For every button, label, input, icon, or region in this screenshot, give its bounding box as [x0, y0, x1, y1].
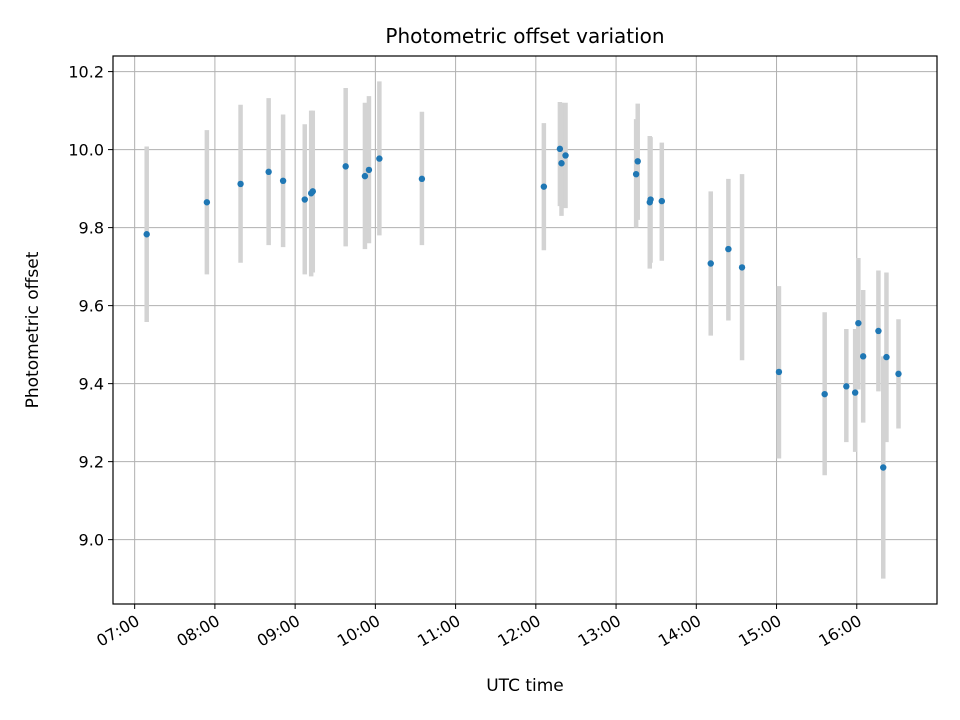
data-point	[540, 183, 548, 190]
data-point	[361, 172, 369, 180]
data-point	[365, 166, 373, 174]
data-point	[376, 155, 383, 162]
data-point	[203, 199, 211, 206]
data-point	[265, 168, 272, 176]
y-tick-label: 9.0	[79, 531, 104, 550]
data-point	[895, 370, 902, 378]
y-tick-label: 10.2	[68, 63, 104, 82]
y-axis-title: Photometric offset	[23, 251, 43, 408]
chart-title: Photometric offset variation	[385, 24, 664, 48]
grid	[113, 56, 937, 604]
data-point	[855, 319, 862, 327]
data-point	[775, 368, 783, 376]
data-point	[843, 383, 850, 390]
data-point	[634, 158, 641, 165]
x-axis-title: UTC time	[486, 676, 564, 696]
data-point	[647, 196, 654, 203]
data-point	[342, 163, 349, 170]
data-point	[418, 175, 426, 183]
data-point	[562, 152, 569, 159]
data-point	[237, 180, 244, 188]
data-point	[821, 390, 828, 398]
data-point	[725, 245, 732, 253]
data-point	[875, 327, 882, 335]
data-point	[632, 170, 640, 178]
data-point	[556, 145, 564, 153]
y-tick-label: 9.2	[79, 453, 104, 472]
data-point	[883, 353, 890, 361]
data-point	[851, 389, 859, 396]
data-point	[301, 196, 308, 203]
data-points	[143, 145, 902, 471]
data-point	[707, 260, 714, 267]
data-point	[309, 188, 316, 195]
data-point	[880, 464, 887, 471]
data-point	[558, 160, 565, 167]
data-point	[279, 177, 287, 185]
y-axis: 9.0 9.2 9.4 9.6 9.8 10.0 10.2	[68, 63, 113, 550]
y-tick-label: 9.8	[79, 219, 104, 238]
plot-area-frame	[112, 55, 938, 605]
y-tick-label: 9.4	[79, 375, 104, 394]
y-tick-label: 9.6	[79, 297, 104, 316]
data-point	[859, 353, 867, 360]
data-point	[658, 197, 665, 205]
data-point	[143, 231, 150, 238]
y-tick-label: 10.0	[68, 141, 104, 160]
data-point	[738, 264, 746, 271]
